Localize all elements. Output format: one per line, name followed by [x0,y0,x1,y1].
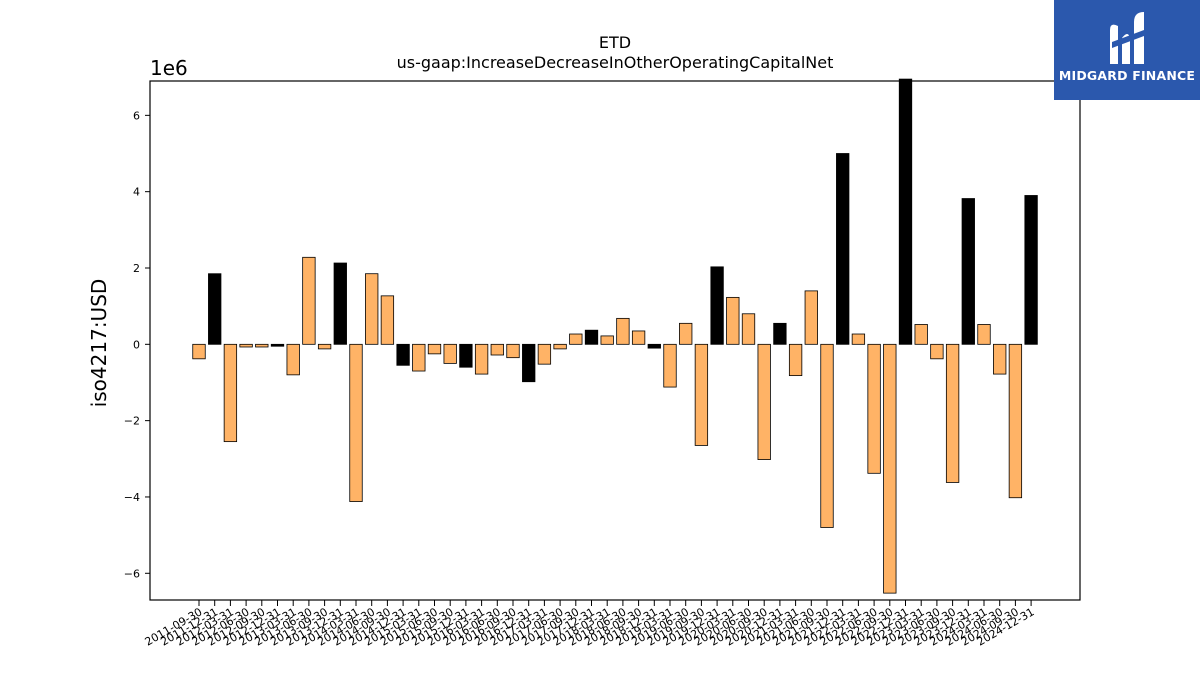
bar [333,262,347,345]
bar [522,343,536,383]
bar [380,295,395,345]
y-tick-label: 6 [133,109,140,122]
bar [898,78,913,345]
y-axis-label: iso4217:USD [87,279,111,408]
bar [349,343,363,502]
bar [804,290,818,345]
bar [553,343,567,350]
bar [506,343,520,359]
bar [443,343,457,364]
y-tick-label: 4 [133,186,140,199]
bar [412,343,426,372]
chart-title: ETD [599,33,631,52]
scale-label: 1e6 [150,56,188,80]
bar [961,198,975,345]
bar [600,335,614,345]
plot-frame [149,80,1081,601]
bar [302,256,316,345]
logo-mark-icon [1110,12,1144,65]
bar [223,343,238,443]
y-tick-label: 0 [133,338,140,351]
bar [977,324,991,345]
bar [317,343,332,350]
bar [694,343,709,446]
bar [255,343,269,348]
bar [569,333,583,345]
bar [914,324,928,345]
bar [741,313,756,345]
bar [427,343,442,355]
bar [616,317,630,345]
bar [631,330,646,345]
bar [993,343,1007,375]
bar [867,343,881,474]
bar [459,343,473,368]
bar [679,322,693,345]
bar [851,333,866,345]
bar [788,343,803,377]
bar [365,273,379,345]
bar [883,343,897,594]
bar [647,343,661,349]
bar [537,343,552,365]
logo-text: MIDGARD FINANCE [1058,68,1196,83]
bar [726,296,740,345]
y-tick-label: −2 [124,415,140,428]
y-tick-label: 2 [133,262,140,275]
y-tick-label: −6 [124,567,140,580]
bar [270,343,285,347]
bar [820,343,834,528]
bar [836,153,850,345]
y-tick-label: −4 [124,491,140,504]
bars-group [192,78,1038,594]
bar [396,343,410,366]
bar [945,343,960,483]
bar [192,343,206,360]
bar [757,343,771,460]
bar [1024,195,1038,345]
brand-logo: MIDGARD FINANCE [1054,0,1200,100]
bar [710,266,724,345]
bar [584,329,599,345]
bar [286,343,300,376]
chart-subtitle: us-gaap:IncreaseDecreaseInOtherOperating… [397,53,834,72]
bar [474,343,489,375]
bar [773,322,787,345]
bar [1008,343,1023,499]
bar [239,343,253,348]
y-axis: 6 4 2 0 −2 −4 −6 [124,109,150,580]
bar [930,343,944,360]
bar [208,273,222,345]
bar [490,343,504,356]
x-axis: 2011-09-302011-12-312012-03-312012-06-30… [143,600,1037,649]
bar [663,343,677,388]
